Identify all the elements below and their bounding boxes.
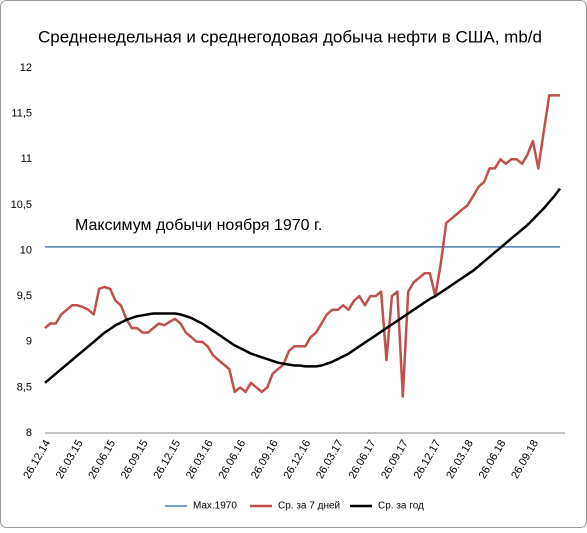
y-tick-label: 8	[26, 427, 32, 439]
legend-label: Ср. за год	[378, 501, 424, 512]
y-tick-label: 11,5	[11, 108, 32, 120]
series-line	[44, 94, 560, 398]
y-tick-label: 12	[20, 62, 32, 74]
series-line	[44, 187, 562, 384]
y-tick-label: 9	[26, 336, 32, 348]
chart-title: Средненедельная и среднегодовая добыча н…	[38, 27, 542, 46]
y-tick-label: 10,5	[11, 199, 32, 211]
y-tick-label: 10	[20, 244, 32, 256]
legend-label: Max.1970	[193, 501, 237, 512]
annotation: Максимум добычи ноября 1970 г.	[75, 217, 322, 234]
y-tick-label: 9,5	[17, 290, 32, 302]
y-tick-label: 8,5	[17, 381, 32, 393]
legend-label: Ср. за 7 дней	[278, 501, 340, 512]
y-tick-label: 11	[21, 153, 32, 165]
